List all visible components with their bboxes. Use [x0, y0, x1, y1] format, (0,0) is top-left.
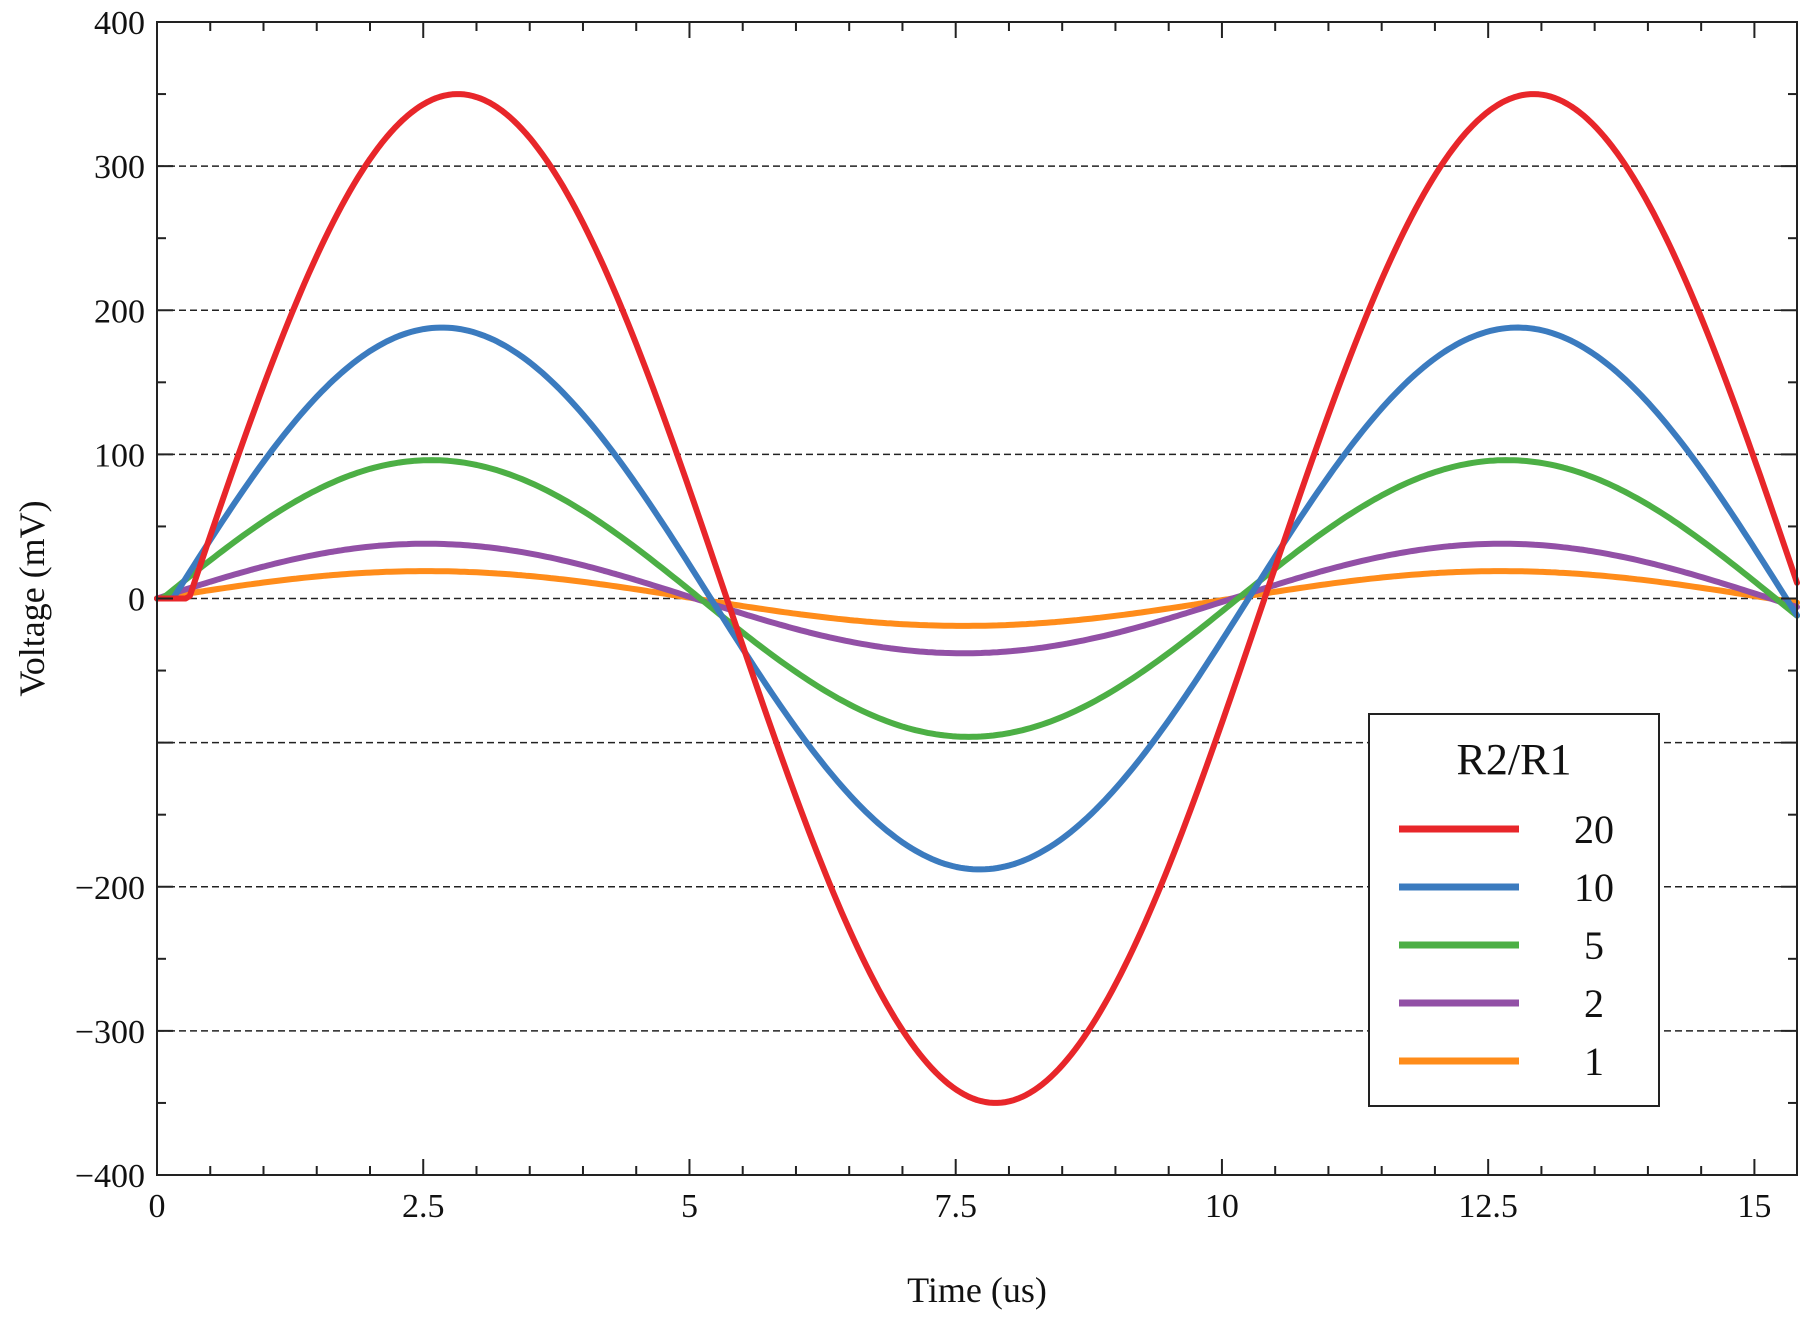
legend-label-1: 1 — [1584, 1039, 1604, 1084]
legend-box — [1368, 713, 1660, 1107]
legend-label-5: 5 — [1584, 923, 1604, 968]
series-line-5 — [154, 457, 1800, 740]
y-tick-label: 300 — [94, 149, 145, 186]
series-line-1 — [154, 568, 1800, 629]
x-tick-label: 5 — [681, 1188, 698, 1225]
y-tick-label: −300 — [75, 1014, 145, 1051]
series-line-10 — [154, 324, 1800, 873]
y-axis-title: Voltage (mV) — [12, 500, 52, 696]
legend-label-2: 2 — [1584, 981, 1604, 1026]
y-tick-label: −200 — [75, 870, 145, 907]
y-tick-label: 400 — [94, 5, 145, 42]
tick-label-layer: 0 2.5 5 7.5 10 12.5 15−400−300−200010020030040… — [75, 5, 1772, 1225]
series-line-20 — [154, 91, 1800, 1106]
legend-title: R2/R1 — [1457, 735, 1572, 784]
x-tick-label: 15 — [1737, 1188, 1771, 1225]
x-tick-label: 2.5 — [402, 1188, 445, 1225]
x-axis-title: Time (us) — [907, 1270, 1047, 1310]
legend: R2/R1 20 10 5 2 1 — [1368, 713, 1660, 1107]
x-tick-label: 10 — [1205, 1188, 1239, 1225]
y-tick-label: 0 — [128, 582, 145, 619]
legend-label-10: 10 — [1574, 865, 1614, 910]
series-layer — [154, 91, 1800, 1106]
series-line-2 — [154, 540, 1800, 657]
tick-layer — [156, 21, 1797, 1176]
y-tick-label: 200 — [94, 293, 145, 330]
y-tick-label: −400 — [75, 1158, 145, 1195]
y-tick-label: 100 — [94, 437, 145, 474]
x-tick-label: 0 — [149, 1188, 166, 1225]
x-tick-label: 7.5 — [934, 1188, 977, 1225]
legend-label-20: 20 — [1574, 807, 1614, 852]
x-tick-label: 12.5 — [1458, 1188, 1518, 1225]
legend-entries: 20 10 5 2 1 — [1399, 807, 1614, 1084]
